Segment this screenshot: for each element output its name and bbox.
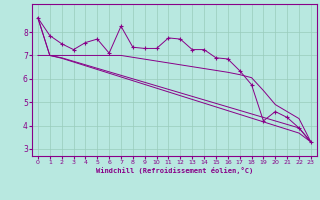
X-axis label: Windchill (Refroidissement éolien,°C): Windchill (Refroidissement éolien,°C)	[96, 167, 253, 174]
